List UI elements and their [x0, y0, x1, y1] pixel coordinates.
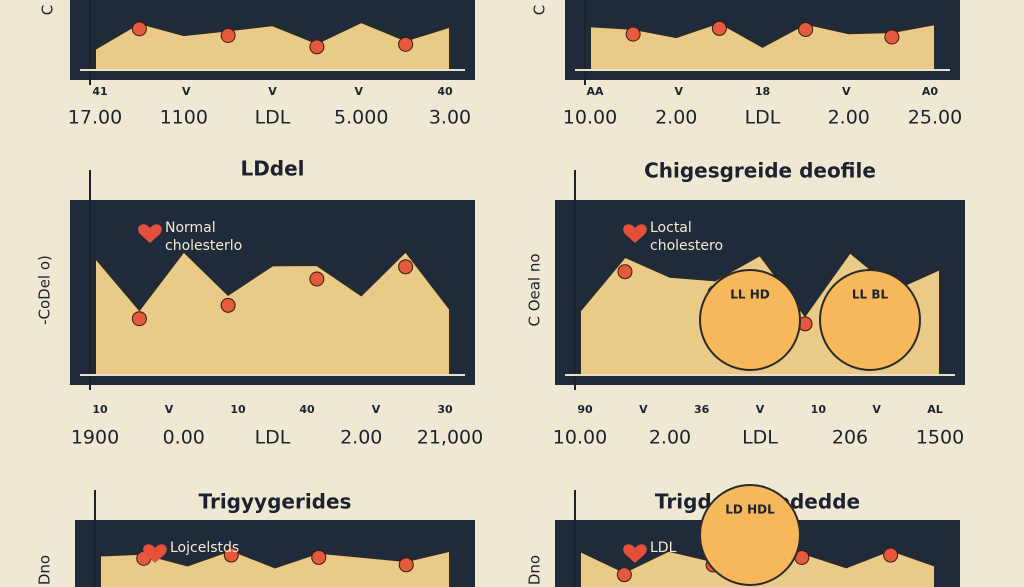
annotation: Loctal — [650, 220, 692, 236]
panel-title: Trigyygerides — [199, 490, 352, 514]
circle-label: LD HDL — [725, 503, 775, 517]
y-axis-label: Dno — [526, 555, 544, 585]
dot — [711, 20, 727, 36]
dot — [398, 36, 414, 52]
annotation: cholesterlo — [165, 238, 242, 254]
x-label: 2.00 — [340, 427, 382, 449]
x-label: 0.00 — [163, 427, 205, 449]
x-label: 2.00 — [649, 427, 691, 449]
tick-mark: V — [182, 85, 191, 98]
dot — [223, 547, 239, 563]
dot — [616, 567, 632, 583]
dot — [617, 264, 633, 280]
x-label: 10.00 — [553, 427, 607, 449]
y-axis-label: -CoDel o) — [36, 255, 54, 325]
x-label: LDL — [255, 107, 291, 129]
x-label: 3.00 — [429, 107, 471, 129]
x-label: 2.00 — [828, 107, 870, 129]
x-label: 25.00 — [908, 107, 962, 129]
dot — [398, 259, 414, 275]
tick-mark: AA — [586, 85, 604, 98]
dot — [884, 29, 900, 45]
gauge-circle — [699, 484, 801, 586]
x-label: 1900 — [71, 427, 119, 449]
heart-icon — [623, 544, 647, 563]
tick-mark: AL — [927, 403, 943, 416]
curve-area — [94, 249, 451, 376]
y-axis-label: C Oeal no — [526, 253, 544, 326]
dot — [398, 557, 414, 573]
x-label: 1500 — [916, 427, 964, 449]
tick-mark: V — [372, 403, 381, 416]
tick-mark: 90 — [577, 403, 593, 416]
circle-label: LL HD — [730, 288, 770, 302]
x-label: 2.00 — [655, 107, 697, 129]
tick-mark: 36 — [694, 403, 710, 416]
heart-icon — [143, 544, 167, 563]
annotation: LDL — [650, 540, 677, 556]
dot — [309, 39, 325, 55]
tick-mark: 40 — [437, 85, 453, 98]
x-label: 17.00 — [68, 107, 122, 129]
dot — [220, 27, 236, 43]
circle-label: LL BL — [852, 288, 889, 302]
tick-mark: 10 — [811, 403, 827, 416]
dot — [798, 21, 814, 37]
dot — [883, 547, 899, 563]
tick-mark: V — [639, 403, 648, 416]
x-label: 5.000 — [334, 107, 388, 129]
x-label: 1100 — [160, 107, 208, 129]
heart-icon — [623, 224, 647, 243]
dot — [131, 311, 147, 327]
y-axis-label: Dno — [36, 555, 54, 585]
dot — [625, 26, 641, 42]
tick-mark: A0 — [922, 85, 939, 98]
tick-mark: V — [842, 85, 851, 98]
x-label: LDL — [742, 427, 778, 449]
tick-mark: 40 — [299, 403, 315, 416]
panel-title: Chigesgreide deofile — [644, 159, 876, 183]
dot — [311, 549, 327, 565]
tick-mark: 10 — [230, 403, 246, 416]
dot — [220, 297, 236, 313]
tick-mark: 30 — [437, 403, 453, 416]
tick-mark: V — [268, 85, 277, 98]
tick-mark: V — [354, 85, 363, 98]
panel-title: LDdel — [240, 157, 304, 181]
tick-mark: V — [674, 85, 683, 98]
annotation: Lojcelstds — [170, 540, 239, 556]
gauge-circle — [819, 269, 921, 371]
curve-area — [589, 21, 936, 71]
tick-mark: V — [756, 403, 765, 416]
dot — [309, 271, 325, 287]
tick-mark: V — [872, 403, 881, 416]
x-label: LDL — [255, 427, 291, 449]
tick-mark: 41 — [92, 85, 107, 98]
tick-mark: 18 — [755, 85, 770, 98]
y-axis-label: C — [39, 5, 57, 15]
tick-mark: V — [165, 403, 174, 416]
y-axis-label: C — [531, 5, 549, 15]
x-label: LDL — [745, 107, 781, 129]
curve-area — [94, 20, 451, 71]
heart-icon — [138, 224, 162, 243]
curve-area — [99, 548, 451, 587]
tick-mark: 10 — [92, 403, 108, 416]
annotation: cholestero — [650, 238, 723, 254]
x-label: 21,000 — [417, 427, 483, 449]
annotation: Normal — [165, 220, 216, 236]
gauge-circle — [699, 269, 801, 371]
x-label: 206 — [832, 427, 868, 449]
x-label: 10.00 — [563, 107, 617, 129]
dot — [131, 21, 147, 37]
